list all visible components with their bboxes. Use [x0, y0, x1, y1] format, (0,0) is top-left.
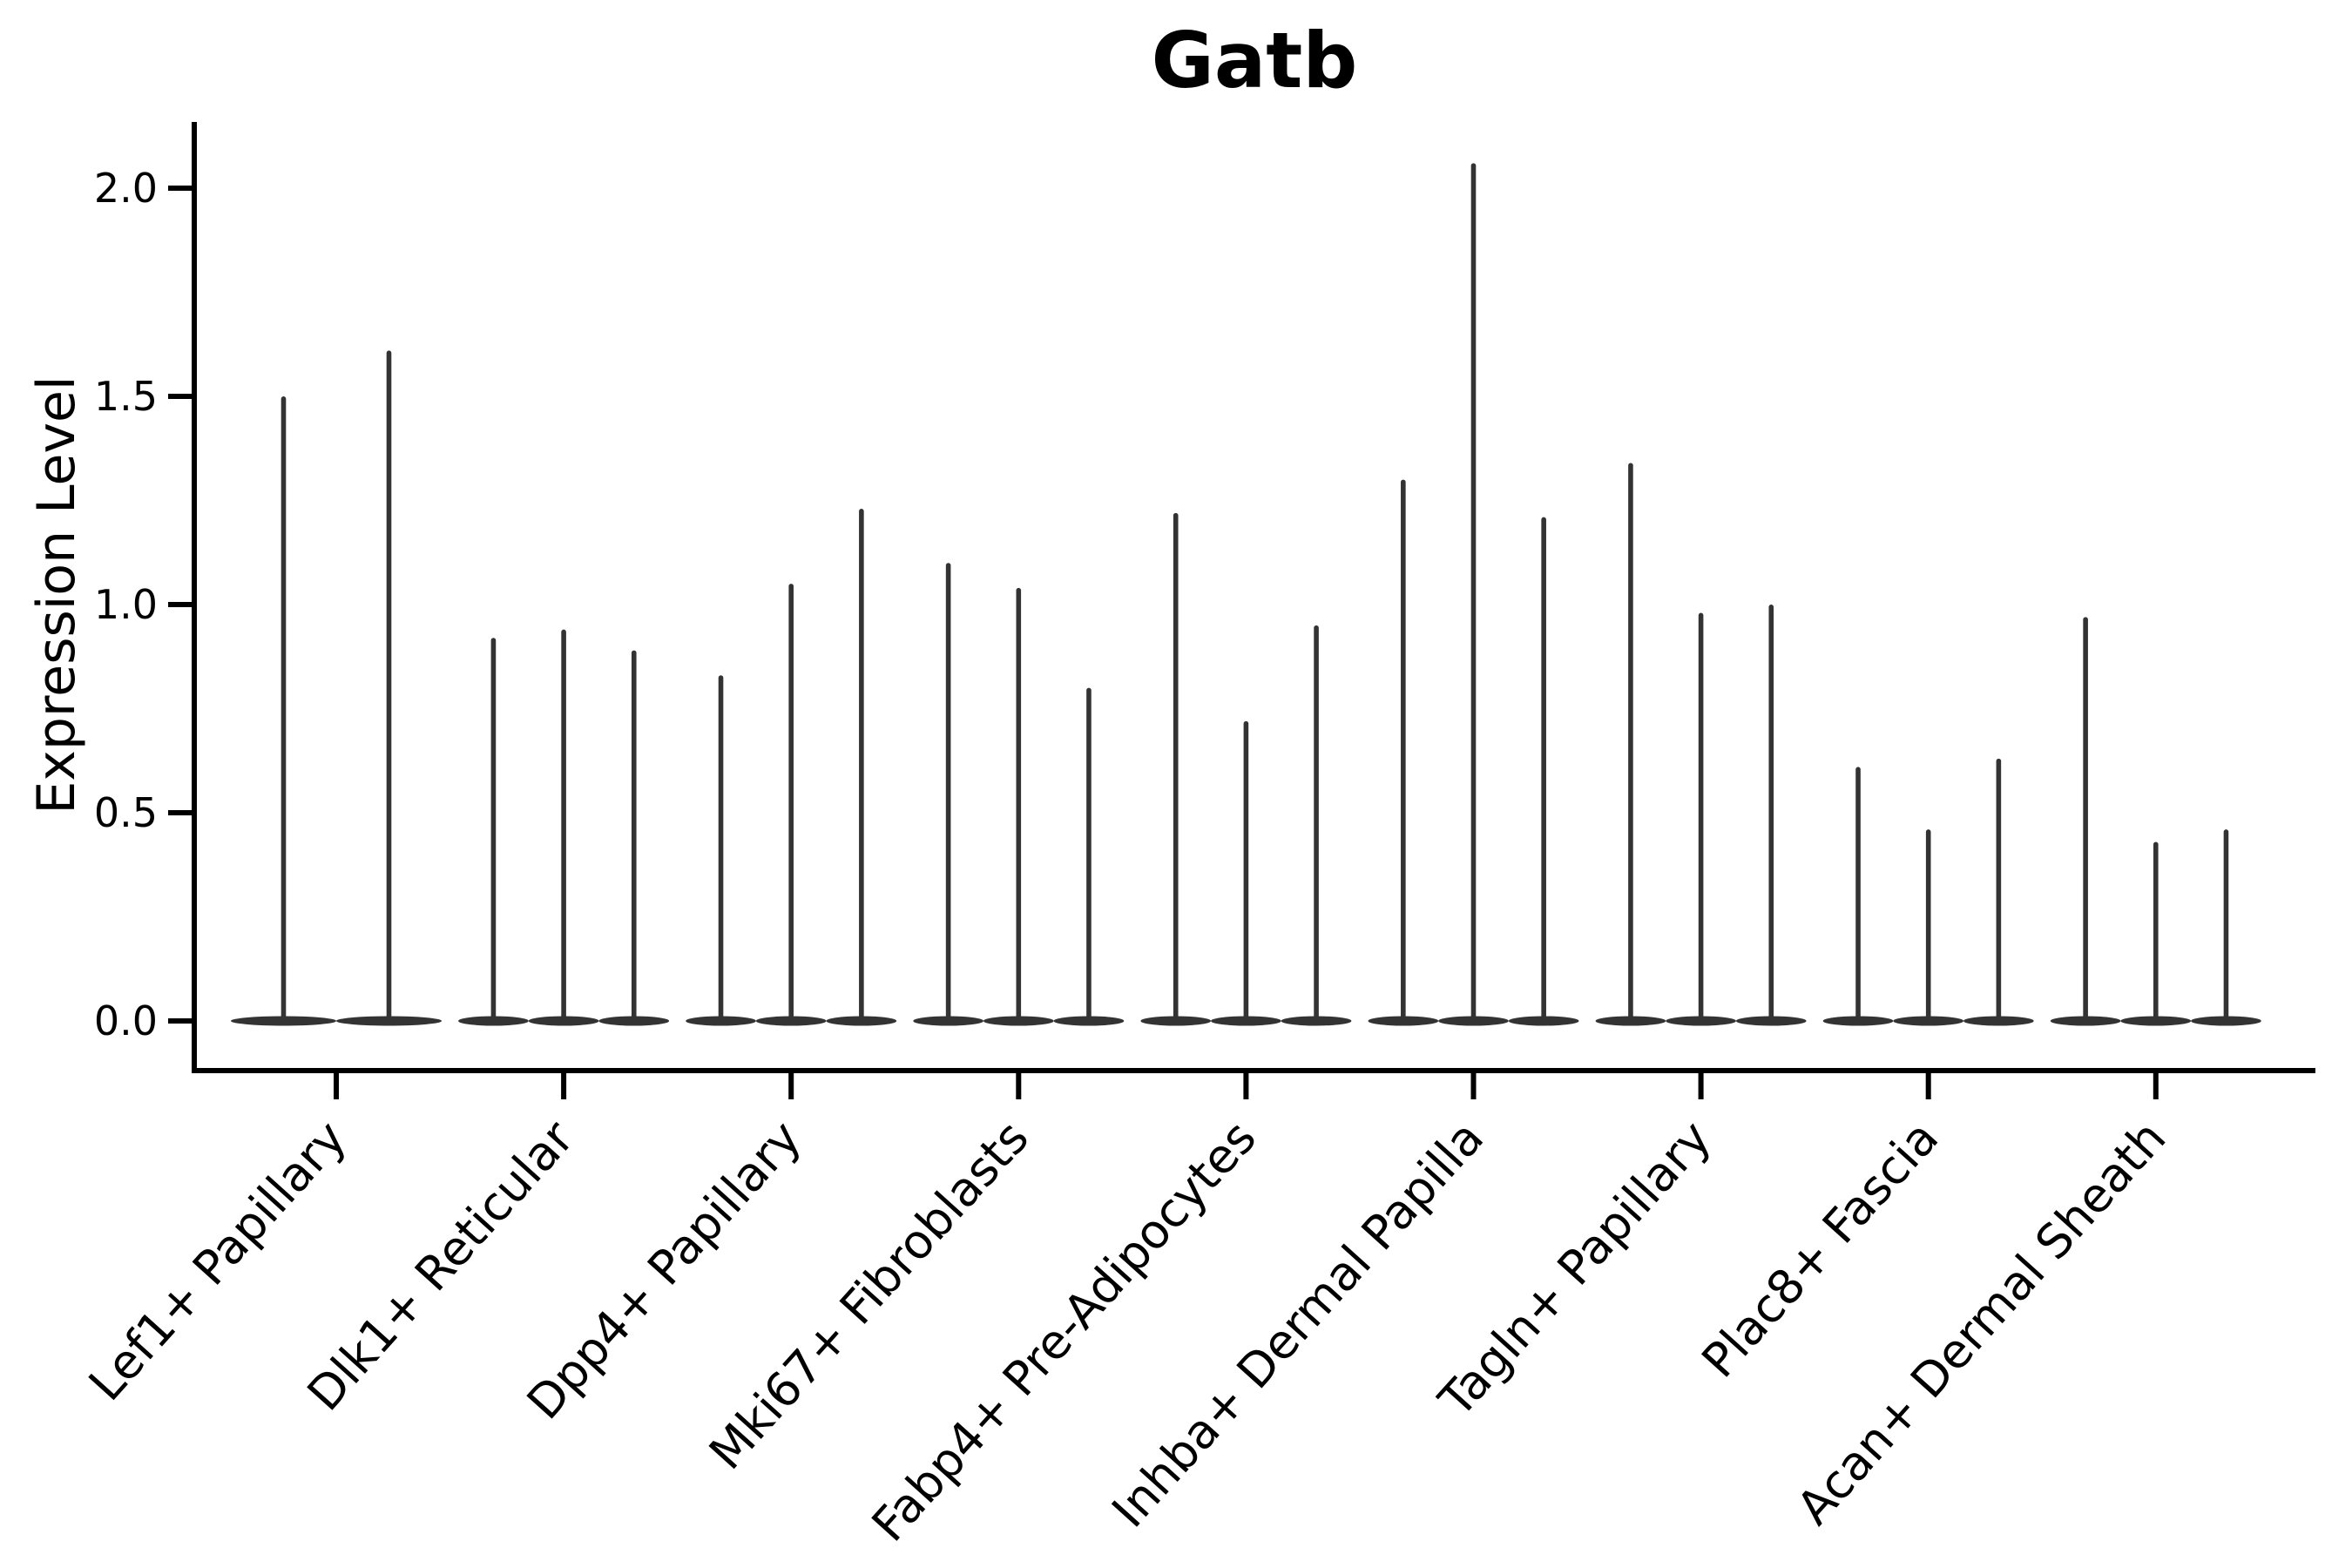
y-tick-label: 0.5: [94, 789, 158, 836]
x-tick-mark: [1470, 1073, 1477, 1099]
violin-group: [913, 563, 1125, 1026]
x-tick-label: Inhba+ Dermal Papilla: [1101, 1111, 1494, 1538]
violin-spike: [1314, 625, 1319, 1021]
violin-spike: [2223, 829, 2229, 1021]
x-tick-mark: [1925, 1073, 1931, 1099]
x-tick-label: Fabp4+ Pre-Adipocytes: [862, 1111, 1267, 1552]
violin-group: [2050, 617, 2261, 1026]
violins: [231, 163, 2261, 1026]
y-tick-mark: [168, 186, 194, 191]
chart-title: Gatb: [1152, 16, 1358, 105]
violin-base: [755, 1016, 827, 1026]
x-tick-mark: [1698, 1073, 1704, 1099]
x-tick-mark: [1243, 1073, 1249, 1099]
violin-spike: [788, 584, 794, 1021]
violin-spike: [561, 629, 566, 1021]
violin-spike: [1401, 479, 1406, 1021]
violin-spike: [1470, 163, 1477, 1021]
axis-spines: [192, 122, 2315, 1073]
violin-group: [1822, 758, 2034, 1026]
y-tick-mark: [168, 602, 194, 607]
violin-base: [1140, 1016, 1212, 1026]
violin-spike: [1855, 767, 1861, 1021]
y-tick-label: 1.5: [94, 373, 158, 420]
violin-group: [1140, 512, 1352, 1026]
violin-spike: [280, 396, 287, 1021]
violin-spike: [718, 675, 724, 1021]
x-tick-mark: [334, 1073, 339, 1099]
violin-base: [1893, 1016, 1964, 1026]
y-tick-label: 1.0: [94, 581, 158, 628]
y-tick-mark: [168, 810, 194, 815]
violin-spike: [386, 350, 392, 1021]
y-axis-spine: [192, 122, 197, 1073]
x-tick-mark: [788, 1073, 794, 1099]
x-tick-mark: [561, 1073, 567, 1099]
y-tick-label: 2.0: [94, 165, 158, 212]
violin-spike: [2153, 841, 2159, 1021]
y-tick-mark: [168, 1018, 194, 1024]
violin-base: [1735, 1016, 1807, 1026]
violin-group: [1368, 163, 1579, 1026]
violin-spike: [1243, 720, 1249, 1021]
violin-base: [2120, 1016, 2192, 1026]
violin-spike: [945, 563, 951, 1021]
violin-spike: [1541, 517, 1546, 1021]
violin-spike: [859, 509, 864, 1021]
violin-group: [1595, 463, 1807, 1026]
violin-spike: [1086, 687, 1092, 1021]
violin-spike: [1016, 587, 1022, 1021]
violin-spike: [1925, 829, 1931, 1021]
violin-base: [1822, 1016, 1894, 1026]
violin-base: [598, 1016, 670, 1026]
violin-spike: [1173, 512, 1179, 1021]
violin-spike: [490, 638, 497, 1021]
violin-spike: [1698, 612, 1704, 1021]
violin-spike: [1996, 758, 2002, 1021]
violin-group: [458, 629, 670, 1026]
violin-group: [231, 350, 442, 1026]
x-tick-label: Acan+ Dermal Sheath: [1786, 1111, 2176, 1536]
y-axis-label: Expression Level: [26, 375, 87, 814]
x-tick-label: Plac8+ Fascia: [1691, 1111, 1949, 1389]
y-tick-label: 0.0: [94, 997, 158, 1044]
violin-base: [1508, 1016, 1579, 1026]
x-tick-mark: [1016, 1073, 1022, 1099]
x-axis-spine: [192, 1068, 2315, 1073]
y-axis-ticks: 0.0 0.5 1.0 1.5 2.0: [94, 165, 194, 1044]
x-tick-mark: [2153, 1073, 2159, 1099]
violin-spike: [1768, 605, 1774, 1021]
y-tick-mark: [168, 394, 194, 399]
violin-spike: [2083, 617, 2088, 1021]
violin-spike: [1628, 463, 1633, 1021]
violin-base: [1666, 1016, 1736, 1026]
violin-group: [686, 509, 897, 1026]
violin-spike: [631, 650, 637, 1021]
